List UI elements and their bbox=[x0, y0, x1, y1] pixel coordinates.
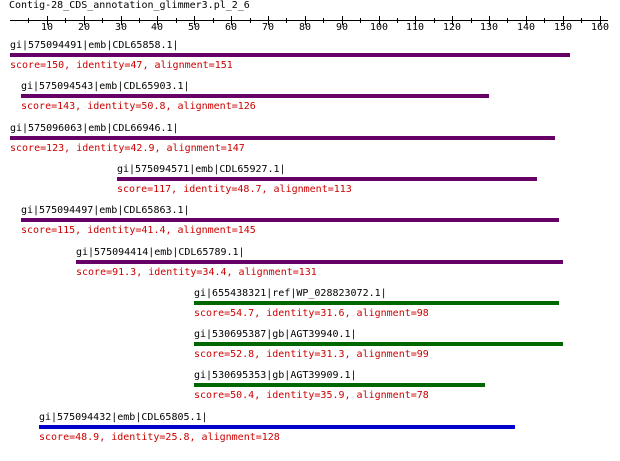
hit-bar bbox=[194, 301, 559, 305]
ruler-tick bbox=[471, 18, 472, 23]
ruler-tick bbox=[563, 16, 564, 25]
ruler-tick bbox=[250, 18, 251, 23]
ruler-tick bbox=[600, 16, 601, 25]
hit-row: gi|575094414|emb|CDL65789.1| score=91.3, … bbox=[0, 247, 620, 287]
ruler-tick bbox=[526, 16, 527, 25]
hit-bar bbox=[194, 342, 563, 346]
hit-row: gi|530695387|gb|AGT39940.1| score=52.8, i… bbox=[0, 329, 620, 369]
hit-accession[interactable]: gi|530695353|gb|AGT39909.1| bbox=[194, 370, 357, 381]
ruler-tick-label: 30 bbox=[114, 22, 128, 33]
ruler-tick bbox=[544, 18, 545, 23]
ruler-tick bbox=[231, 16, 232, 25]
ruler-tick-label: 70 bbox=[261, 22, 275, 33]
ruler-tick bbox=[581, 18, 582, 23]
ruler-tick bbox=[489, 16, 490, 25]
ruler-tick bbox=[415, 16, 416, 25]
ruler-tick-label: 90 bbox=[335, 22, 349, 33]
ruler-tick bbox=[102, 18, 103, 23]
hit-stats: score=48.9, identity=25.8, alignment=128 bbox=[39, 432, 280, 443]
ruler-tick bbox=[268, 16, 269, 25]
hit-bar bbox=[21, 218, 559, 222]
ruler-tick bbox=[84, 16, 85, 25]
ruler-tick bbox=[176, 18, 177, 23]
hit-row: gi|575096063|emb|CDL66946.1| score=123, i… bbox=[0, 123, 620, 163]
hit-bar bbox=[76, 260, 563, 264]
hit-stats: score=91.3, identity=34.4, alignment=131 bbox=[76, 267, 317, 278]
ruler-tick bbox=[121, 16, 122, 25]
hit-bar bbox=[21, 94, 489, 98]
ruler-tick bbox=[507, 18, 508, 23]
ruler-tick bbox=[28, 18, 29, 23]
hit-accession[interactable]: gi|575094491|emb|CDL65858.1| bbox=[10, 40, 179, 51]
hit-stats: score=54.7, identity=31.6, alignment=98 bbox=[194, 308, 429, 319]
ruler-tick bbox=[286, 18, 287, 23]
ruler-tick bbox=[379, 16, 380, 25]
hit-bar bbox=[10, 53, 570, 57]
ruler-tick bbox=[47, 16, 48, 25]
ruler-tick-label: 160 bbox=[590, 22, 610, 33]
ruler-tick-label: 20 bbox=[77, 22, 91, 33]
hit-bar bbox=[117, 177, 537, 181]
ruler-tick-label: 130 bbox=[479, 22, 499, 33]
hit-accession[interactable]: gi|575094571|emb|CDL65927.1| bbox=[117, 164, 286, 175]
ruler-tick bbox=[434, 18, 435, 23]
ruler-tick bbox=[213, 18, 214, 23]
ruler-tick-label: 40 bbox=[150, 22, 164, 33]
hit-bar bbox=[10, 136, 555, 140]
ruler-tick bbox=[360, 18, 361, 23]
hit-bar bbox=[39, 425, 515, 429]
contig-title: Contig-28_CDS_annotation_glimmer3.pl_2_6 bbox=[9, 0, 250, 11]
hit-accession[interactable]: gi|575094497|emb|CDL65863.1| bbox=[21, 205, 190, 216]
hit-accession[interactable]: gi|655438321|ref|WP_028823072.1| bbox=[194, 288, 387, 299]
hit-row: gi|575094432|emb|CDL65805.1| score=48.9, … bbox=[0, 412, 620, 452]
hit-stats: score=50.4, identity=35.9, alignment=78 bbox=[194, 390, 429, 401]
hit-accession[interactable]: gi|575094432|emb|CDL65805.1| bbox=[39, 412, 208, 423]
ruler-tick-label: 140 bbox=[516, 22, 536, 33]
ruler-tick-label: 60 bbox=[224, 22, 238, 33]
ruler-tick-label: 10 bbox=[40, 22, 54, 33]
hit-stats: score=150, identity=47, alignment=151 bbox=[10, 60, 233, 71]
hit-stats: score=52.8, identity=31.3, alignment=99 bbox=[194, 349, 429, 360]
ruler-tick bbox=[305, 16, 306, 25]
ruler-tick bbox=[342, 16, 343, 25]
hit-row: gi|575094571|emb|CDL65927.1| score=117, i… bbox=[0, 164, 620, 204]
hit-stats: score=115, identity=41.4, alignment=145 bbox=[21, 225, 256, 236]
ruler-tick-label: 80 bbox=[298, 22, 312, 33]
hit-bar bbox=[194, 383, 485, 387]
ruler-tick bbox=[65, 18, 66, 23]
hit-accession[interactable]: gi|575094543|emb|CDL65903.1| bbox=[21, 81, 190, 92]
ruler-tick-label: 100 bbox=[369, 22, 389, 33]
hit-accession[interactable]: gi|575094414|emb|CDL65789.1| bbox=[76, 247, 245, 258]
hit-row: gi|575094497|emb|CDL65863.1| score=115, i… bbox=[0, 205, 620, 245]
ruler-tick-label: 110 bbox=[405, 22, 425, 33]
ruler-tick bbox=[157, 16, 158, 25]
ruler-tick bbox=[194, 16, 195, 25]
hit-row: gi|575094543|emb|CDL65903.1| score=143, i… bbox=[0, 81, 620, 121]
hit-row: gi|530695353|gb|AGT39909.1| score=50.4, i… bbox=[0, 370, 620, 410]
ruler-tick-label: 120 bbox=[442, 22, 462, 33]
hit-row: gi|575094491|emb|CDL65858.1| score=150, i… bbox=[0, 40, 620, 80]
ruler-tick-label: 50 bbox=[187, 22, 201, 33]
hit-stats: score=123, identity=42.9, alignment=147 bbox=[10, 143, 245, 154]
ruler-tick bbox=[323, 18, 324, 23]
hit-stats: score=143, identity=50.8, alignment=126 bbox=[21, 101, 256, 112]
hit-stats: score=117, identity=48.7, alignment=113 bbox=[117, 184, 352, 195]
hit-accession[interactable]: gi|575096063|emb|CDL66946.1| bbox=[10, 123, 179, 134]
hit-row: gi|655438321|ref|WP_028823072.1| score=54… bbox=[0, 288, 620, 328]
ruler-tick-label: 150 bbox=[553, 22, 573, 33]
ruler-tick bbox=[452, 16, 453, 25]
ruler-axis bbox=[10, 20, 608, 21]
ruler-tick bbox=[397, 18, 398, 23]
hit-accession[interactable]: gi|530695387|gb|AGT39940.1| bbox=[194, 329, 357, 340]
ruler-tick bbox=[139, 18, 140, 23]
